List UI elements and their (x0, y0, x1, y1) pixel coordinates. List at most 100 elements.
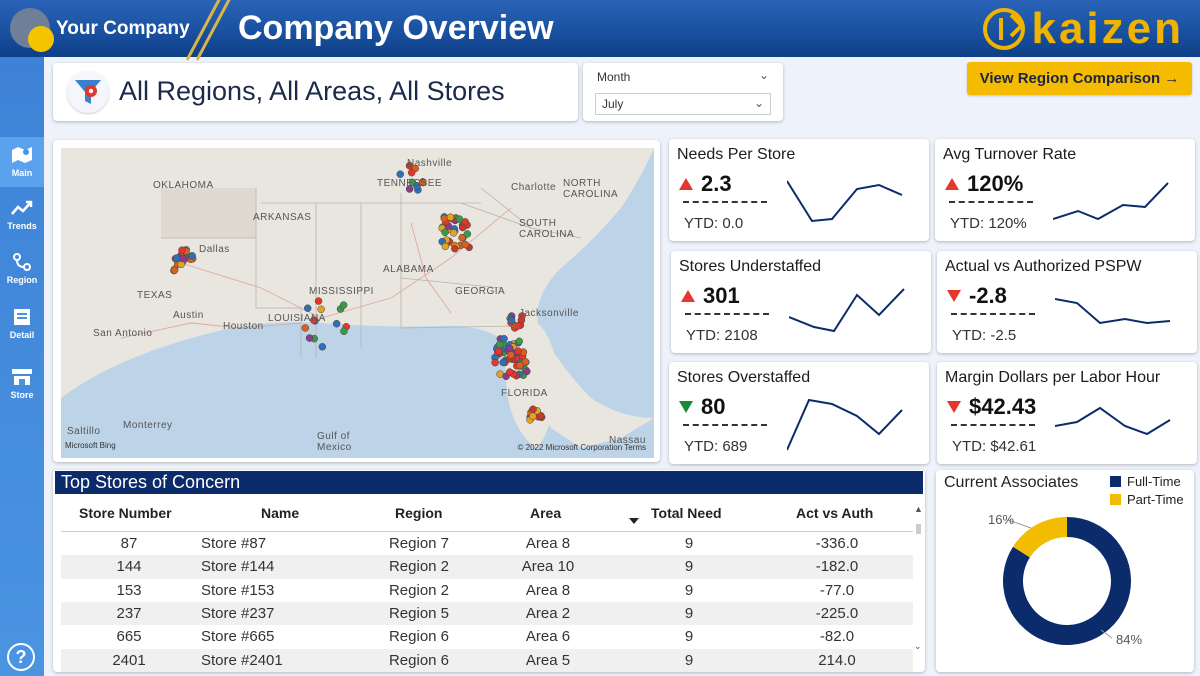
store-marker[interactable] (499, 358, 507, 367)
store-marker[interactable] (441, 228, 449, 237)
store-marker[interactable] (461, 240, 470, 249)
store-marker[interactable] (516, 361, 524, 370)
store-marker[interactable] (446, 213, 455, 221)
col-total-need[interactable]: Total Need (651, 505, 722, 521)
store-marker[interactable] (405, 185, 414, 193)
store-marker[interactable] (514, 322, 522, 330)
store-marker[interactable] (514, 347, 522, 355)
legend-part-time[interactable]: Part-Time (1110, 490, 1184, 508)
store-marker[interactable] (440, 214, 449, 223)
kpi-stores-overstaffed[interactable]: Stores Overstaffed 80 YTD: 689 (669, 362, 929, 464)
store-marker[interactable] (507, 351, 515, 359)
store-marker[interactable] (455, 215, 464, 223)
help-icon[interactable]: ? (7, 643, 35, 671)
store-marker[interactable] (317, 305, 325, 314)
store-marker[interactable] (517, 316, 526, 324)
kpi-margin-per-labor-hour[interactable]: Margin Dollars per Labor Hour $42.43 YTD… (937, 362, 1197, 464)
table-row[interactable]: 237 Store #237 Region 5 Area 2 9 -225.0 (61, 601, 913, 626)
store-marker[interactable] (413, 182, 421, 190)
margin-sparkline (1055, 406, 1171, 436)
kpi-needs-per-store[interactable]: Needs Per Store 2.3 YTD: 0.0 (669, 139, 929, 241)
table-scrollbar[interactable]: ▲ ⌄ (914, 504, 923, 652)
col-name[interactable]: Name (261, 505, 300, 521)
store-marker[interactable] (305, 334, 314, 342)
store-marker[interactable] (495, 340, 504, 349)
sidebar-item-detail[interactable]: Detail (0, 299, 44, 349)
table-row[interactable]: 665 Store #665 Region 6 Area 6 9 -82.0 (61, 625, 913, 648)
view-region-comparison-button[interactable]: View Region Comparison → (967, 62, 1192, 95)
store-marker[interactable] (506, 344, 514, 353)
sidebar-item-store[interactable]: Store (0, 359, 44, 409)
needs-per-store-sparkline (787, 180, 903, 223)
table-cell: -82.0 (819, 628, 855, 646)
store-marker[interactable] (515, 337, 523, 346)
map-attribution[interactable]: © 2022 Microsoft Corporation Terms (517, 443, 646, 452)
store-marker[interactable] (340, 327, 348, 335)
donut-leader-line (1007, 519, 1032, 529)
table-row[interactable]: 144 Store #144 Region 2 Area 10 9 -182.0 (61, 555, 913, 579)
store-marker[interactable] (500, 335, 508, 343)
store-marker[interactable] (458, 233, 466, 242)
kpi-stores-understaffed[interactable]: Stores Understaffed 301 YTD: 2108 (671, 251, 931, 353)
store-marker[interactable] (301, 324, 310, 332)
trend-up-icon (945, 178, 959, 190)
store-marker[interactable] (310, 316, 318, 324)
donut-slice-full-time[interactable] (1003, 517, 1131, 645)
table-cell: Area 8 (525, 535, 571, 552)
store-marker[interactable] (339, 301, 348, 309)
store-marker[interactable] (419, 178, 427, 187)
table-row[interactable]: 87 Store #87 Region 7 Area 8 9 -336.0 (61, 532, 913, 555)
store-marker[interactable] (407, 168, 416, 177)
store-marker[interactable] (303, 304, 312, 312)
store-marker[interactable] (523, 367, 531, 376)
col-region[interactable]: Region (395, 505, 443, 521)
sort-descending-icon[interactable] (629, 518, 639, 524)
table-row[interactable]: 153 Store #153 Region 2 Area 8 9 -77.0 (61, 579, 913, 602)
store-marker[interactable] (188, 252, 196, 260)
chevron-down-icon[interactable]: ⌄ (758, 68, 769, 82)
donut-slice-part-time[interactable] (1012, 517, 1067, 558)
store-marker[interactable] (332, 319, 341, 328)
store-marker[interactable] (507, 316, 516, 325)
donut-leader-line (1100, 629, 1113, 639)
store-marker[interactable] (521, 357, 530, 366)
sidebar-item-main[interactable]: Main (0, 137, 44, 187)
sidebar-item-region[interactable]: Region (0, 244, 44, 294)
col-area[interactable]: Area (530, 505, 562, 521)
store-marker[interactable] (451, 244, 459, 253)
page-title: Company Overview (238, 9, 554, 47)
store-marker[interactable] (178, 246, 186, 254)
col-act-vs-auth[interactable]: Act vs Auth (796, 505, 874, 521)
table-cell: -77.0 (819, 581, 855, 599)
store-marker[interactable] (494, 347, 503, 356)
store-marker[interactable] (449, 229, 458, 237)
associates-legend: Full-Time Part-Time (1110, 472, 1184, 508)
table-cell: 9 (684, 651, 694, 669)
table-cell: 9 (684, 581, 694, 599)
store-marker[interactable] (458, 223, 467, 232)
store-marker[interactable] (529, 412, 537, 420)
store-marker[interactable] (318, 343, 327, 351)
table-row[interactable]: 2401 Store #2401 Region 6 Area 5 9 214.0 (61, 648, 913, 672)
store-marker[interactable] (179, 254, 187, 263)
store-marker[interactable] (314, 297, 323, 305)
legend-full-time[interactable]: Full-Time (1110, 472, 1184, 490)
store-marker[interactable] (505, 368, 514, 376)
store-marker[interactable] (463, 230, 472, 238)
store-marker[interactable] (529, 405, 537, 414)
kpi-avg-turnover-rate[interactable]: Avg Turnover Rate 120% YTD: 120% (935, 139, 1195, 241)
kaizen-mark-icon (983, 8, 1026, 50)
kaizen-logo: kaizen (983, 6, 1184, 52)
store-marker[interactable] (537, 411, 545, 420)
store-marker[interactable] (170, 266, 179, 274)
associates-donut-chart[interactable] (936, 470, 1194, 672)
store-marker[interactable] (441, 242, 450, 251)
month-dropdown[interactable]: July ⌄ (595, 93, 771, 115)
store-marker[interactable] (396, 170, 404, 178)
store-map[interactable]: OKLAHOMA ARKANSAS TEXAS Austin San Anton… (61, 148, 654, 458)
table-header: Store Number Name Region Area Total Need… (61, 500, 913, 532)
sidebar-item-trends[interactable]: Trends (0, 190, 44, 240)
store-marker[interactable] (491, 358, 499, 367)
kpi-actual-vs-authorized[interactable]: Actual vs Authorized PSPW -2.8 YTD: -2.5 (937, 251, 1197, 353)
col-store-number[interactable]: Store Number (79, 505, 172, 521)
